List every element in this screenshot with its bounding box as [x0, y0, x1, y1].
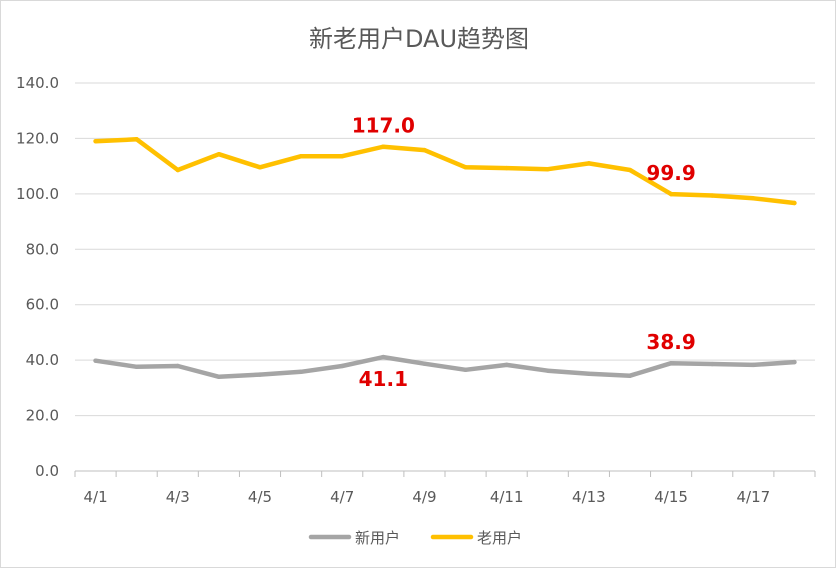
data-point [175, 363, 180, 369]
data-point [463, 165, 468, 170]
x-tick-label: 4/15 [654, 488, 688, 506]
legend-label: 新用户 [355, 529, 400, 547]
series-line-2 [93, 137, 797, 206]
data-point [422, 147, 427, 153]
x-tick-label: 4/9 [412, 488, 436, 506]
legend: 新用户 老用户 [308, 529, 522, 547]
x-tick-label: 4/3 [166, 488, 190, 506]
data-point [340, 363, 345, 369]
x-tick-label: 4/17 [736, 488, 770, 506]
data-point [504, 362, 509, 368]
y-tick-label: 80.0 [26, 240, 59, 258]
data-point [710, 193, 715, 198]
data-point [710, 361, 715, 367]
data-point [381, 144, 386, 149]
data-point [586, 161, 592, 166]
data-point [175, 167, 180, 173]
data-point [751, 362, 756, 368]
x-tick-label: 4/1 [83, 488, 107, 506]
data-point [340, 153, 345, 159]
data-point [668, 360, 674, 366]
data-point [298, 369, 304, 374]
gridlines [75, 82, 815, 417]
x-tick-label: 4/5 [248, 488, 272, 506]
x-tick-label: 4/7 [330, 488, 354, 506]
data-point [627, 167, 633, 173]
data-point [134, 364, 139, 369]
data-point [463, 367, 468, 373]
y-tick-label: 120.0 [16, 129, 59, 147]
y-tick-label: 60.0 [26, 296, 59, 314]
y-tick-label: 140.0 [16, 74, 59, 92]
x-tick-label: 4/13 [572, 488, 606, 506]
data-point [381, 354, 386, 360]
data-point [792, 359, 797, 365]
data-label: 99.9 [646, 161, 695, 185]
data-point [257, 372, 263, 377]
data-point [93, 358, 98, 363]
legend-label: 老用户 [477, 529, 522, 547]
x-tick-label: 4/11 [490, 488, 524, 506]
y-tick-label: 40.0 [26, 351, 59, 369]
series-lines [93, 137, 797, 380]
data-point [422, 361, 427, 366]
data-label: 41.1 [359, 367, 408, 391]
data-point [627, 373, 633, 378]
chart-title: 新老用户DAU趋势图 [309, 25, 529, 53]
axes: 0.0 20.0 40.0 60.0 80.0 100.0 120.0 140.0 4/1 4/3… [16, 74, 816, 506]
data-label: 38.9 [646, 330, 695, 354]
data-label: 117.0 [352, 114, 415, 138]
data-labels: 41.1 38.9 117.0 99.9 [352, 114, 696, 391]
data-point [216, 152, 222, 157]
data-point [545, 166, 550, 172]
data-point [257, 165, 263, 170]
data-point [504, 165, 509, 171]
data-point [134, 137, 139, 142]
data-point [93, 139, 98, 144]
data-point [586, 371, 592, 376]
data-point [792, 200, 797, 206]
series-line-1 [93, 354, 797, 380]
y-tick-label: 20.0 [26, 407, 59, 425]
data-point [216, 374, 222, 379]
data-point [668, 191, 674, 197]
data-point [298, 153, 304, 159]
y-tick-label: 100.0 [16, 185, 59, 203]
data-point [545, 368, 550, 373]
data-point [751, 196, 756, 201]
y-tick-label: 0.0 [35, 462, 59, 480]
